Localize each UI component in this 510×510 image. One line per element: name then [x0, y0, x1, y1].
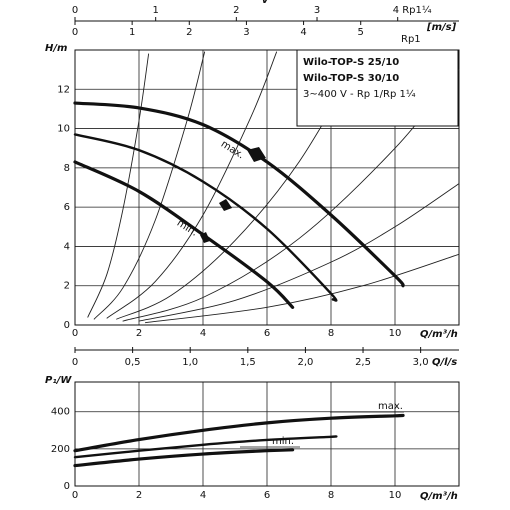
flow-tick-label: 0	[72, 357, 78, 368]
y-tick-label: 200	[51, 444, 70, 455]
pump-curve	[73, 435, 338, 459]
y-tick-label: 0	[64, 320, 70, 331]
pump-curve	[73, 101, 405, 288]
flow-axis-label: Q/l/s	[432, 357, 457, 368]
pump-curve	[73, 448, 295, 468]
flow-tick-label: 3,0	[413, 357, 429, 368]
velocity-tick-label: 1	[129, 27, 135, 38]
system-curve	[106, 51, 278, 319]
y-axis-label: P₁/W	[45, 375, 72, 386]
x-tick-label: 8	[328, 490, 334, 501]
velocity-tick-label: 1	[152, 5, 158, 16]
y-tick-label: 2	[64, 281, 70, 292]
x-tick-label: 6	[264, 328, 270, 339]
velocity-tick-label: 0	[72, 27, 78, 38]
velocity-tick-label: 2	[233, 5, 239, 16]
velocity-tick-label: 0	[72, 5, 78, 16]
x-tick-label: 2	[136, 490, 142, 501]
marker	[247, 147, 266, 162]
system-curve	[87, 53, 150, 318]
velocity-tick-label: 2	[186, 27, 192, 38]
legend-line: 3~400 V - Rp 1/Rp 1¼	[303, 88, 416, 100]
velocity-tick-label: 3	[314, 5, 320, 16]
marker	[200, 232, 210, 243]
velocity-tick-label: 4 Rp1¼	[393, 4, 432, 16]
velocity-tick-label: 3	[243, 27, 249, 38]
y-tick-label: 8	[64, 163, 70, 174]
velocity-label: v	[262, 0, 269, 6]
velocity-unit: [m/s]	[426, 22, 457, 33]
pump-curve	[73, 133, 338, 302]
flow-tick-label: 1,0	[182, 357, 198, 368]
flow-tick-label: 2,0	[297, 357, 313, 368]
velocity-tick-label: 5	[358, 27, 364, 38]
system-curve	[144, 253, 460, 324]
x-tick-label: 4	[200, 328, 206, 339]
x-tick-label: 8	[328, 328, 334, 339]
y-tick-label: 10	[57, 124, 70, 135]
legend-frame	[296, 49, 459, 127]
curve-label: min.	[272, 436, 294, 447]
x-tick-label: 0	[72, 328, 78, 339]
y-tick-label: 6	[64, 202, 70, 213]
x-tick-label: 6	[264, 490, 270, 501]
flow-tick-label: 2,5	[355, 357, 371, 368]
flow-tick-label: 0,5	[125, 357, 141, 368]
x-axis-label: Q/m³/h	[420, 491, 458, 502]
curves	[73, 51, 460, 468]
x-tick-label: 10	[389, 328, 402, 339]
x-tick-label: 4	[200, 490, 206, 501]
plot-frame	[74, 49, 460, 326]
velocity-axis-label: Rp1	[401, 34, 421, 45]
x-tick-label: 10	[389, 490, 402, 501]
y-tick-label: 0	[64, 481, 70, 492]
y-tick-label: 4	[64, 241, 70, 252]
flow-tick-label: 1,5	[240, 357, 256, 368]
curve-label: min.	[175, 218, 200, 239]
y-tick-label: 400	[51, 407, 70, 418]
y-axis-label: H/m	[45, 43, 67, 54]
x-axis-label: Q/m³/h	[420, 329, 458, 340]
system-curve	[93, 51, 206, 320]
system-curve	[138, 183, 460, 322]
marker	[219, 199, 232, 211]
x-tick-label: 2	[136, 328, 142, 339]
plot-frame	[74, 381, 460, 487]
y-tick-label: 12	[57, 84, 70, 95]
curve-label: max.	[378, 401, 403, 412]
legend-box: Wilo-TOP-S 25/10 Wilo-TOP-S 30/10 3~400 …	[296, 49, 459, 127]
legend-line: Wilo-TOP-S 25/10	[303, 57, 399, 68]
pump-curve	[73, 413, 405, 453]
velocity-tick-label: 4	[300, 27, 306, 38]
x-tick-label: 0	[72, 490, 78, 501]
legend-line: Wilo-TOP-S 30/10	[303, 73, 399, 84]
